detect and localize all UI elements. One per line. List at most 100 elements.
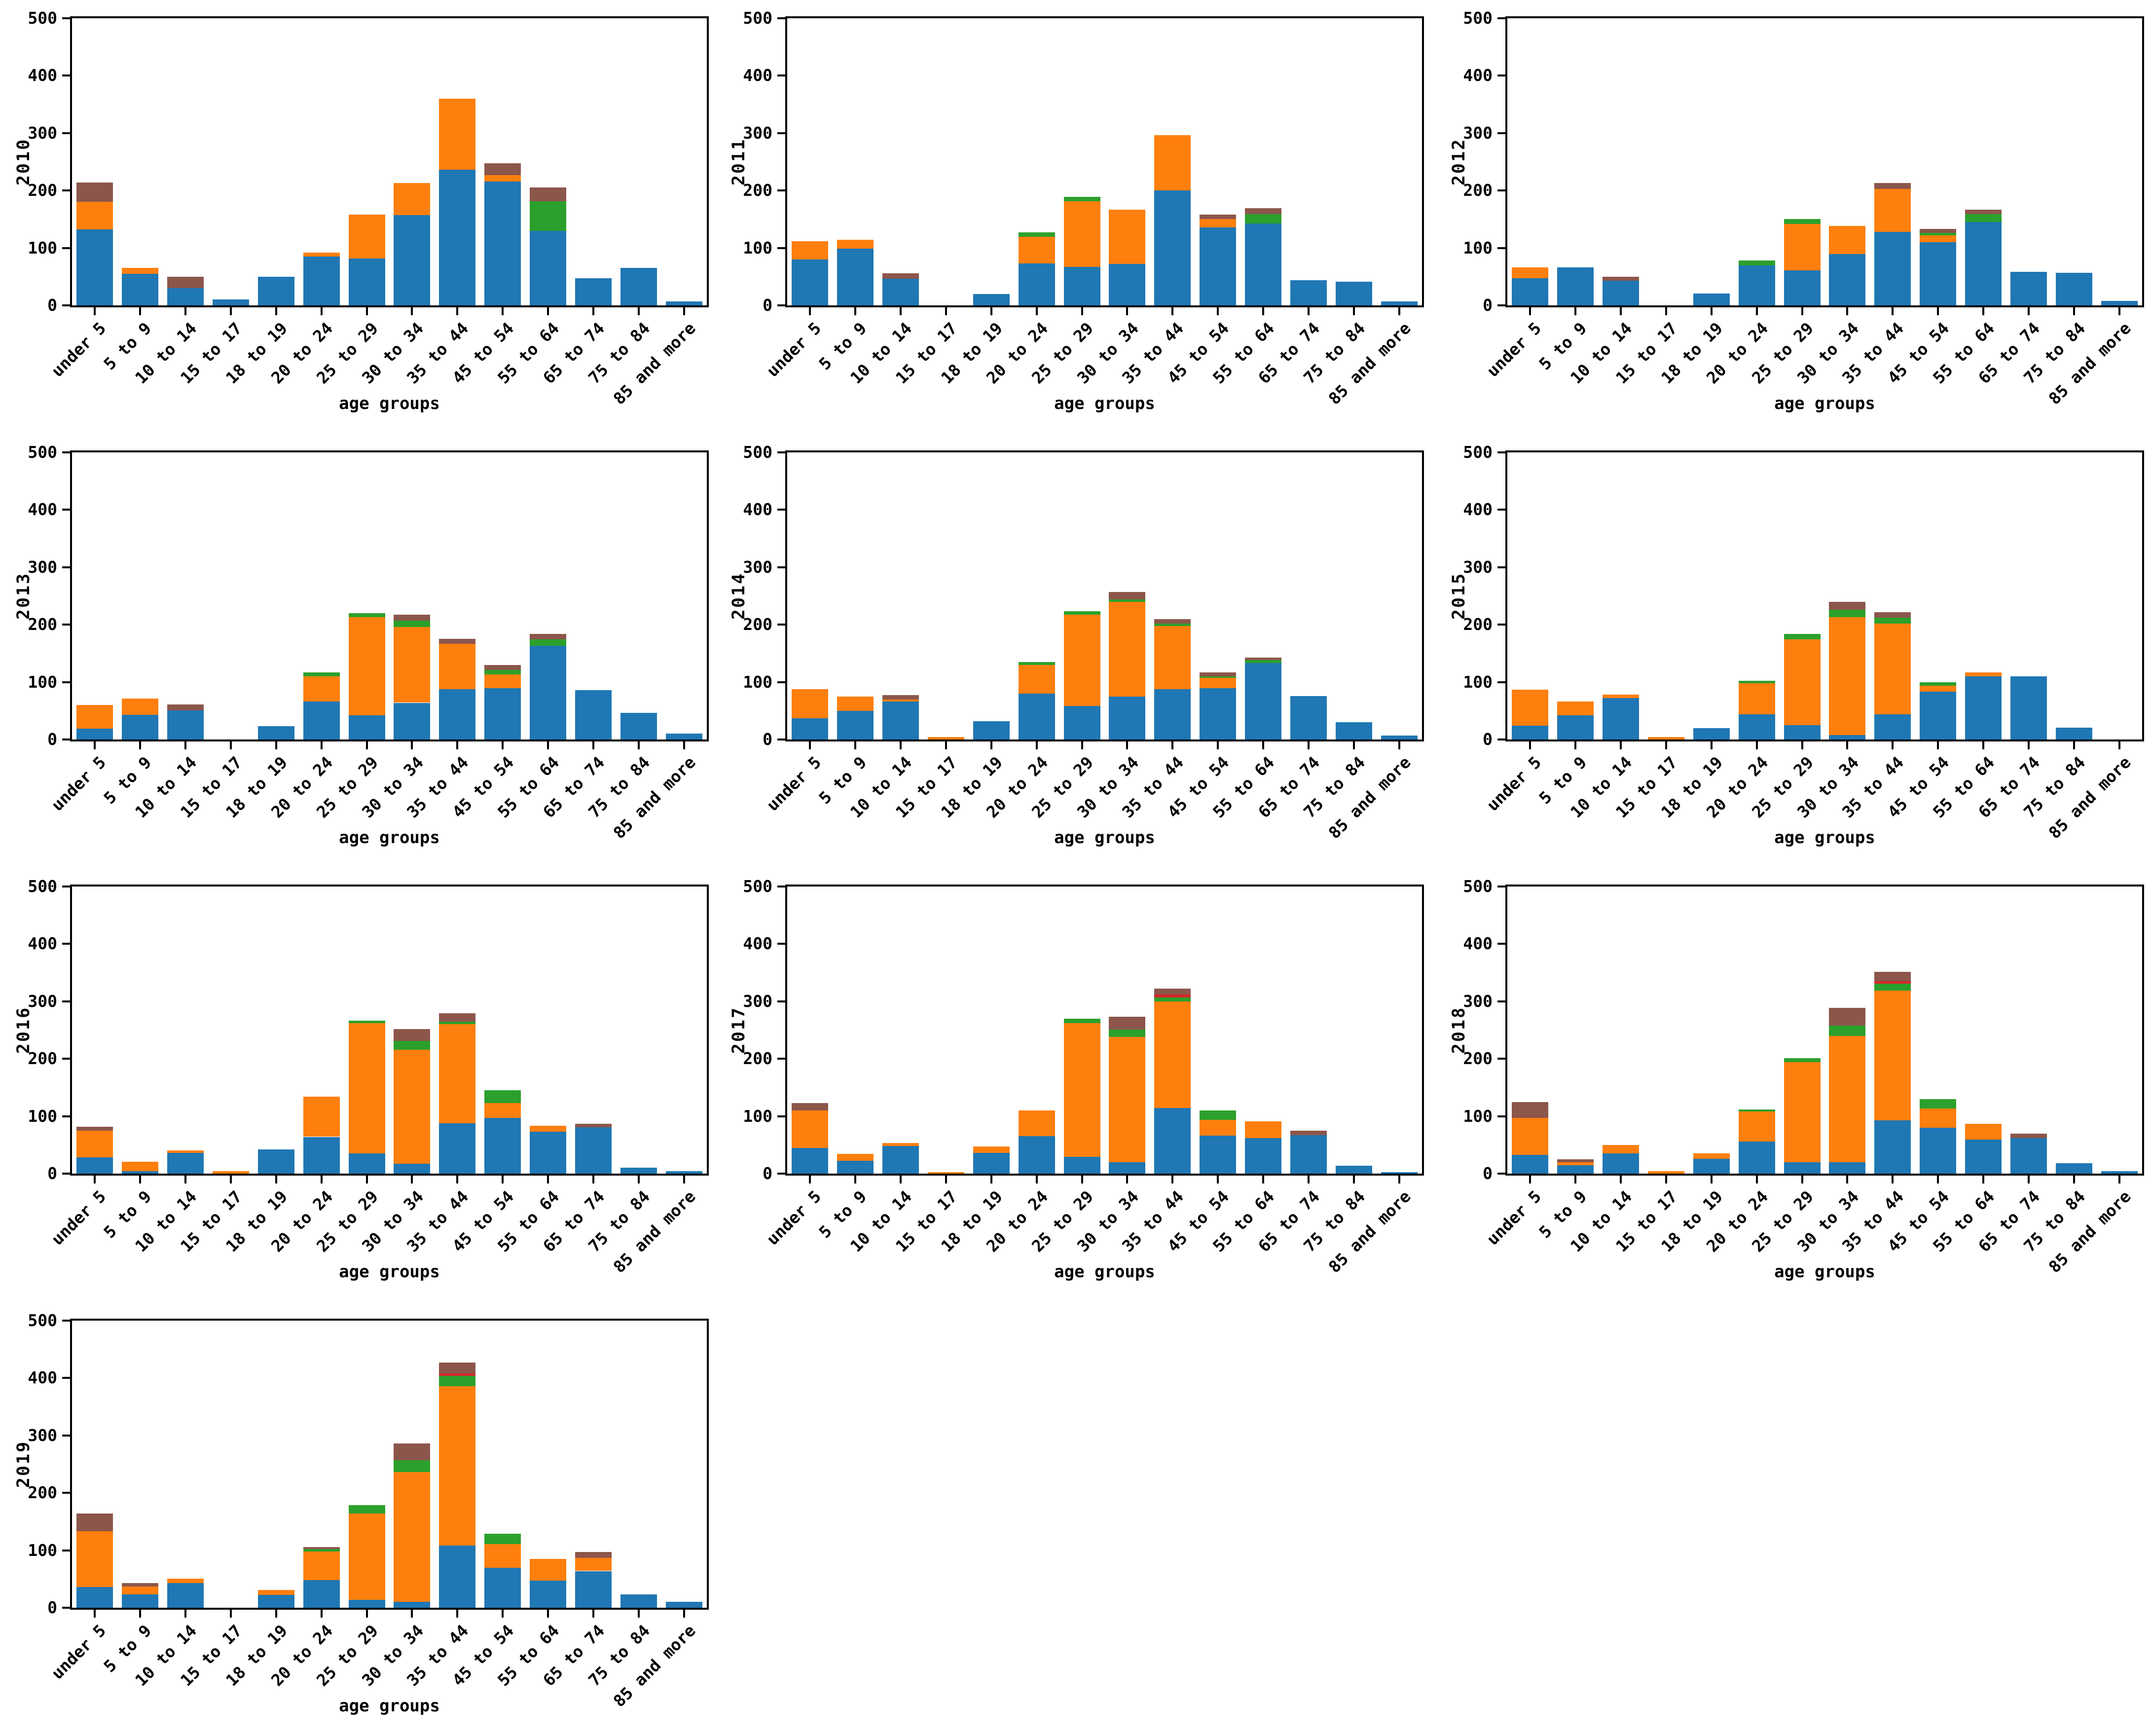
bar-segment-blue	[1557, 267, 1594, 305]
bar-segment-green	[439, 1021, 475, 1025]
plot-area-spines	[1505, 16, 2144, 307]
x-axis-tick	[1081, 307, 1083, 315]
bar-segment-blue	[837, 710, 874, 739]
y-axis-tick	[62, 1434, 70, 1437]
x-tick-label: under 5	[1483, 318, 1545, 381]
bar-segment-blue	[1920, 1127, 1956, 1174]
bar-segment-orange	[167, 1578, 204, 1583]
bar-segment-orange	[484, 175, 521, 182]
y-axis-tick	[62, 624, 70, 626]
y-axis-label-year: 2013	[14, 572, 34, 620]
bar-segment-blue	[1512, 1154, 1548, 1174]
bar-segment-blue	[2010, 1138, 2047, 1174]
y-tick-label: 0	[47, 295, 57, 315]
bar-segment-blue	[2056, 727, 2092, 739]
bar-segment-blue	[666, 1171, 702, 1174]
x-axis-tick	[990, 307, 992, 315]
bar-segment-blue	[530, 230, 566, 305]
bar-segment-blue	[666, 734, 702, 739]
x-axis-tick	[808, 741, 811, 749]
y-axis-tick	[1497, 74, 1505, 77]
y-axis-tick	[62, 132, 70, 134]
bar-segment-blue	[973, 294, 1010, 305]
y-axis-tick	[777, 1173, 785, 1175]
x-axis-tick	[2118, 307, 2121, 315]
x-axis-tick	[1937, 1176, 1939, 1183]
y-axis-tick	[777, 304, 785, 306]
x-axis-tick	[1262, 1176, 1265, 1183]
x-axis-tick	[1217, 307, 1219, 315]
x-axis-tick	[945, 741, 947, 749]
y-tick-label: 100	[743, 238, 772, 258]
y-tick-label: 200	[1463, 181, 1493, 200]
bar-segment-orange	[349, 215, 385, 259]
bar-segment-blue	[837, 1161, 874, 1174]
bar-segment-orange	[837, 240, 874, 249]
y-axis-tick	[62, 304, 70, 306]
x-axis-tick	[320, 1610, 323, 1618]
x-axis-tick	[592, 1610, 595, 1618]
bar-segment-green	[349, 1021, 385, 1024]
x-axis-tick	[275, 1610, 277, 1618]
x-axis-tick	[683, 741, 686, 749]
x-axis-tick	[1217, 741, 1219, 749]
y-tick-label: 200	[28, 615, 57, 634]
y-axis-tick	[1497, 304, 1505, 306]
x-axis-tick	[1035, 1176, 1038, 1183]
bar-segment-orange	[1557, 702, 1594, 716]
bar-segment-blue	[575, 690, 612, 739]
bar-segment-green	[1965, 214, 2002, 222]
x-axis-tick	[456, 741, 459, 749]
x-axis-tick	[1574, 307, 1576, 315]
y-axis-tick	[1497, 739, 1505, 740]
bar-segment-blue	[122, 714, 158, 739]
bar-segment-brown	[76, 1126, 113, 1131]
x-axis-tick	[1665, 307, 1667, 315]
bar-segment-blue	[349, 258, 385, 305]
bar-segment-brown	[575, 1123, 612, 1127]
x-axis-tick	[1262, 741, 1265, 749]
y-tick-label: 100	[28, 1106, 57, 1126]
x-axis-tick	[275, 1176, 277, 1183]
y-axis-label-year: 2018	[1449, 1006, 1469, 1054]
bar-segment-blue	[1154, 190, 1191, 305]
x-axis-tick	[1308, 307, 1310, 315]
bar-segment-brown	[882, 695, 919, 700]
y-tick-label: 400	[743, 500, 772, 519]
bar-segment-blue	[882, 702, 919, 739]
y-axis-tick	[777, 624, 785, 626]
y-tick-label: 500	[743, 443, 772, 462]
y-axis-tick	[62, 509, 70, 511]
bar-segment-blue	[973, 1153, 1010, 1174]
x-axis-tick	[1937, 307, 1939, 315]
x-axis-tick	[1353, 1176, 1355, 1183]
x-axis-tick	[899, 307, 902, 315]
bar-segment-blue	[394, 1164, 430, 1174]
y-tick-label: 200	[28, 181, 57, 200]
bar-segment-orange	[530, 1559, 566, 1581]
y-axis-tick	[1497, 509, 1505, 511]
x-axis-tick	[1937, 741, 1939, 749]
x-axis-tick	[1982, 307, 1985, 315]
x-axis-label: age groups	[339, 394, 440, 413]
bar-segment-orange	[349, 1023, 385, 1154]
bar-segment-orange	[1829, 226, 1865, 255]
bar-segment-green	[439, 1375, 475, 1386]
x-axis-tick	[139, 307, 141, 315]
bar-segment-blue	[1965, 222, 2002, 305]
x-axis-tick	[547, 307, 549, 315]
y-axis-tick	[777, 247, 785, 249]
y-tick-label: 500	[1463, 443, 1493, 462]
bar-segment-blue	[167, 288, 204, 305]
x-axis-tick	[229, 1176, 232, 1183]
y-axis-label-year: 2017	[729, 1006, 749, 1054]
bar-segment-orange	[122, 1586, 158, 1595]
x-axis-tick	[1892, 1176, 1894, 1183]
y-axis-tick	[62, 1173, 70, 1175]
bar-segment-blue	[666, 1602, 702, 1608]
y-axis-tick	[1497, 247, 1505, 249]
y-axis-tick	[62, 1377, 70, 1379]
